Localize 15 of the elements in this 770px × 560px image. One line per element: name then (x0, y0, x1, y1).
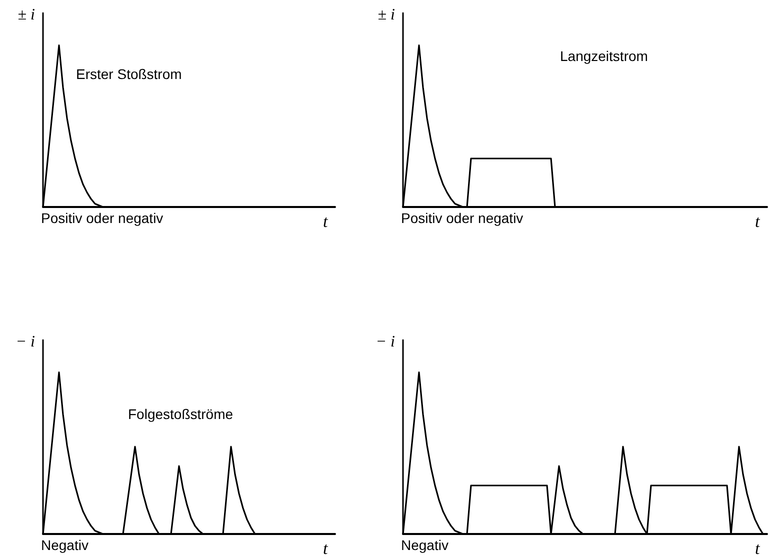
x-axis-title: t (323, 539, 329, 558)
x-axis-title: t (755, 539, 761, 558)
x-axis-title: t (755, 212, 761, 231)
annotation: Folgestoßströme (128, 406, 234, 422)
text: Negativ (41, 537, 88, 553)
y-axis-title: ± i (378, 6, 396, 24)
text: Negativ (401, 537, 448, 553)
text: Positiv oder negativ (41, 210, 164, 226)
y-axis-title: ± i (18, 6, 36, 24)
y-axis-title: − i (376, 334, 396, 350)
annotation: Langzeitstrom (560, 48, 648, 64)
x-axis-title: t (323, 212, 329, 231)
y-axis-title: − i (16, 334, 36, 350)
text: Positiv oder negativ (401, 210, 524, 226)
annotation: Erster Stoßstrom (76, 66, 182, 82)
